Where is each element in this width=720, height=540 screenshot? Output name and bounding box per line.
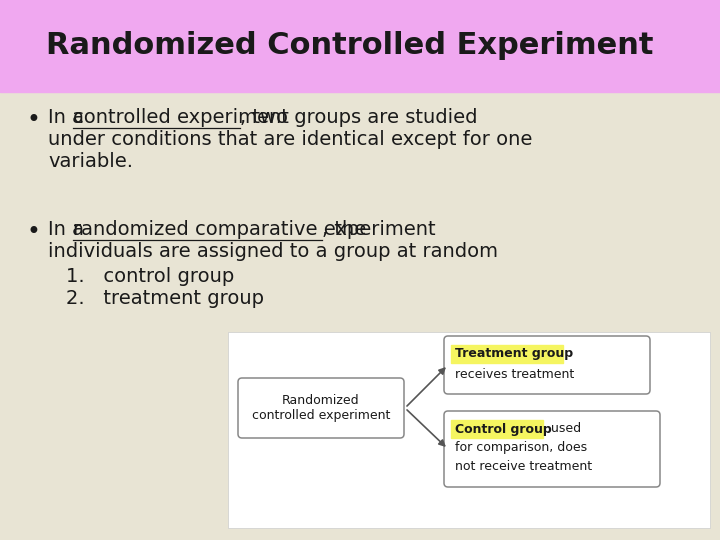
- Text: randomized comparative experiment: randomized comparative experiment: [73, 220, 436, 239]
- Text: 2.   treatment group: 2. treatment group: [66, 289, 264, 308]
- Text: 1.   control group: 1. control group: [66, 267, 234, 286]
- Text: Randomized Controlled Experiment: Randomized Controlled Experiment: [46, 31, 654, 60]
- Text: Control group: Control group: [455, 422, 552, 435]
- Text: not receive treatment: not receive treatment: [455, 461, 592, 474]
- Text: •: •: [26, 220, 40, 244]
- Text: Treatment group: Treatment group: [455, 348, 573, 361]
- Text: , the: , the: [322, 220, 366, 239]
- FancyBboxPatch shape: [444, 336, 650, 394]
- Text: used: used: [547, 422, 581, 435]
- Text: controlled experiment: controlled experiment: [252, 409, 390, 422]
- Text: •: •: [26, 108, 40, 132]
- FancyBboxPatch shape: [444, 411, 660, 487]
- Text: Randomized: Randomized: [282, 395, 360, 408]
- Bar: [451, 420, 543, 438]
- Text: individuals are assigned to a group at random: individuals are assigned to a group at r…: [48, 242, 498, 261]
- Text: In a: In a: [48, 220, 90, 239]
- Bar: [228, 332, 710, 528]
- Text: for comparison, does: for comparison, does: [455, 442, 587, 455]
- Text: In a: In a: [48, 108, 90, 127]
- Bar: [0, 0, 720, 92]
- Text: under conditions that are identical except for one: under conditions that are identical exce…: [48, 130, 532, 149]
- Text: controlled experiment: controlled experiment: [73, 108, 289, 127]
- Text: receives treatment: receives treatment: [455, 368, 575, 381]
- Text: variable.: variable.: [48, 152, 133, 171]
- Bar: [451, 345, 563, 363]
- FancyBboxPatch shape: [238, 378, 404, 438]
- Text: , two groups are studied: , two groups are studied: [240, 108, 477, 127]
